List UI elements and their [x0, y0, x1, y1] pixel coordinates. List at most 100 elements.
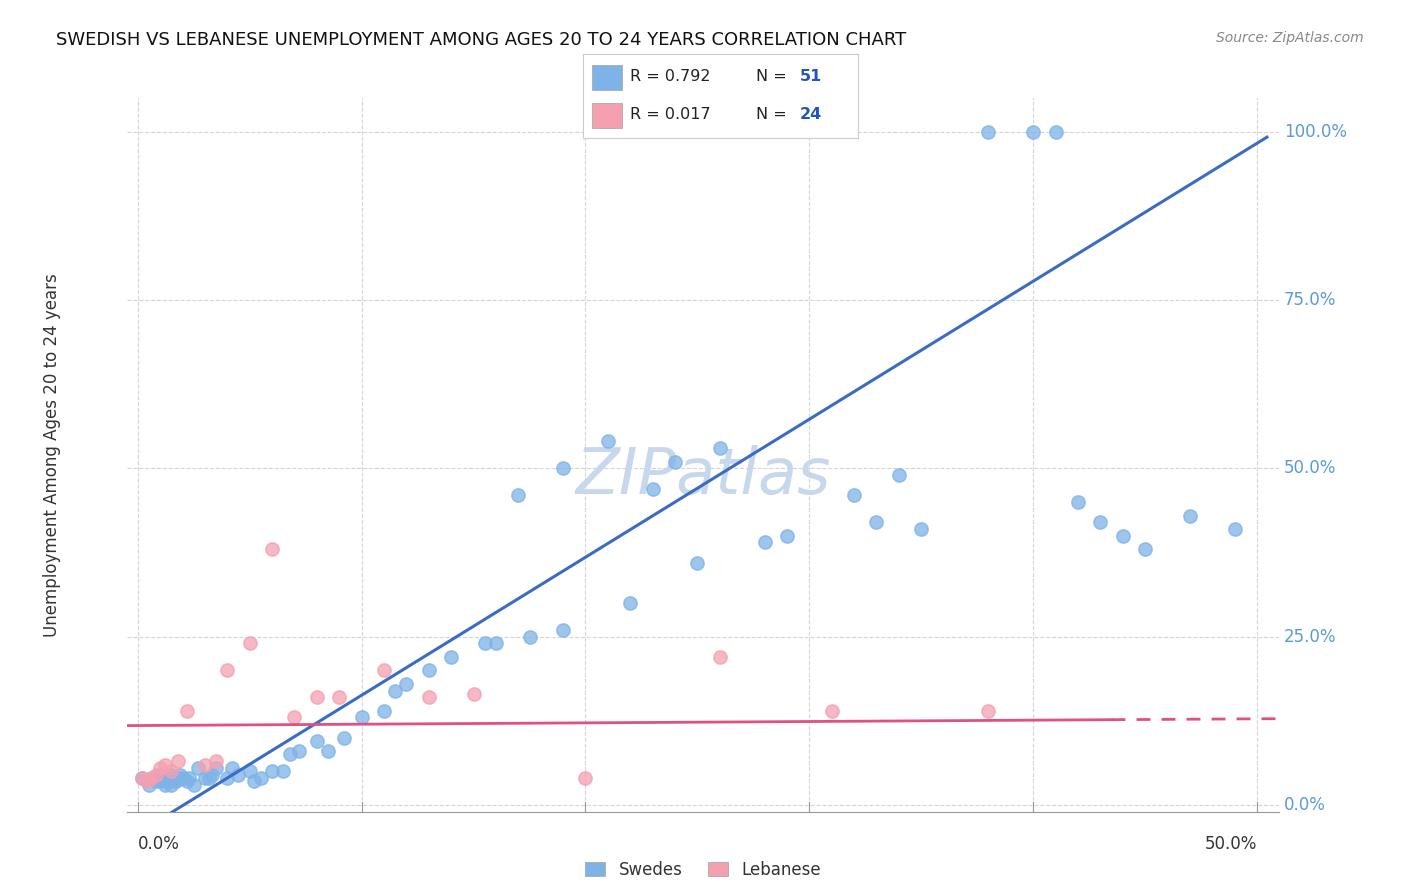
- Point: [160, 767, 183, 781]
- Point: [179, 771, 201, 785]
- Point: [194, 771, 217, 785]
- Point: [149, 761, 172, 775]
- Point: [167, 771, 190, 785]
- Text: Source: ZipAtlas.com: Source: ZipAtlas.com: [1216, 31, 1364, 45]
- Point: [418, 690, 440, 705]
- Point: [288, 744, 311, 758]
- Point: [316, 744, 339, 758]
- Point: [141, 771, 163, 785]
- Point: [165, 774, 187, 789]
- Point: [217, 664, 239, 678]
- Point: [332, 731, 354, 745]
- Point: [160, 778, 183, 792]
- Point: [821, 704, 844, 718]
- Bar: [592, 64, 621, 90]
- Point: [709, 441, 731, 455]
- Point: [709, 649, 731, 664]
- Point: [250, 771, 273, 785]
- Point: [239, 636, 262, 650]
- Text: 75.0%: 75.0%: [1284, 291, 1336, 310]
- Point: [1133, 542, 1156, 557]
- Text: 51: 51: [800, 70, 823, 85]
- Point: [1067, 495, 1090, 509]
- Point: [1178, 508, 1201, 523]
- Point: [283, 710, 305, 724]
- Point: [260, 542, 283, 557]
- Point: [776, 529, 799, 543]
- Point: [271, 764, 294, 779]
- Point: [243, 774, 266, 789]
- Text: N =: N =: [756, 107, 792, 122]
- Point: [1112, 529, 1135, 543]
- Point: [205, 761, 228, 775]
- Point: [305, 734, 328, 748]
- Point: [619, 596, 641, 610]
- Text: ZIPatlas: ZIPatlas: [575, 445, 831, 508]
- Point: [228, 767, 250, 781]
- Point: [183, 778, 205, 792]
- Point: [176, 774, 198, 789]
- Point: [977, 704, 1000, 718]
- Point: [153, 778, 176, 792]
- Point: [156, 774, 179, 789]
- Point: [239, 764, 262, 779]
- Point: [131, 771, 153, 785]
- Point: [160, 764, 183, 779]
- Point: [596, 434, 619, 449]
- Point: [205, 754, 228, 768]
- Point: [221, 761, 243, 775]
- Point: [842, 488, 865, 502]
- Point: [328, 690, 350, 705]
- Point: [176, 704, 198, 718]
- Point: [641, 482, 664, 496]
- Point: [664, 455, 686, 469]
- Point: [135, 774, 157, 789]
- Text: 25.0%: 25.0%: [1284, 628, 1337, 646]
- Point: [887, 468, 910, 483]
- Point: [373, 664, 395, 678]
- Point: [418, 664, 440, 678]
- Point: [463, 687, 485, 701]
- Point: [198, 771, 221, 785]
- Point: [187, 761, 209, 775]
- Point: [194, 757, 217, 772]
- Text: 0.0%: 0.0%: [138, 835, 180, 854]
- Point: [395, 677, 418, 691]
- Point: [142, 771, 165, 785]
- Point: [519, 630, 541, 644]
- Point: [910, 522, 932, 536]
- Point: [162, 774, 184, 789]
- Point: [977, 125, 1000, 139]
- Text: SWEDISH VS LEBANESE UNEMPLOYMENT AMONG AGES 20 TO 24 YEARS CORRELATION CHART: SWEDISH VS LEBANESE UNEMPLOYMENT AMONG A…: [56, 31, 907, 49]
- Text: R = 0.792: R = 0.792: [630, 70, 710, 85]
- Point: [754, 535, 776, 549]
- Point: [145, 774, 167, 789]
- Text: 100.0%: 100.0%: [1284, 123, 1347, 141]
- Point: [172, 771, 194, 785]
- Point: [138, 778, 160, 792]
- Point: [1022, 125, 1045, 139]
- Point: [865, 515, 887, 529]
- Text: N =: N =: [756, 70, 792, 85]
- Point: [373, 704, 395, 718]
- Text: 24: 24: [800, 107, 823, 122]
- Point: [350, 710, 373, 724]
- Text: 0.0%: 0.0%: [1284, 796, 1326, 814]
- Text: R = 0.017: R = 0.017: [630, 107, 710, 122]
- Point: [131, 771, 153, 785]
- Point: [508, 488, 530, 502]
- Point: [145, 767, 167, 781]
- Text: Unemployment Among Ages 20 to 24 years: Unemployment Among Ages 20 to 24 years: [42, 273, 60, 637]
- Legend: Swedes, Lebanese: Swedes, Lebanese: [579, 855, 827, 886]
- Point: [167, 754, 190, 768]
- Point: [551, 623, 574, 637]
- Point: [153, 757, 176, 772]
- Point: [1045, 125, 1067, 139]
- Point: [260, 764, 283, 779]
- Point: [551, 461, 574, 475]
- Bar: [592, 103, 621, 128]
- Point: [1223, 522, 1246, 536]
- Point: [149, 774, 172, 789]
- Point: [1090, 515, 1112, 529]
- Point: [474, 636, 496, 650]
